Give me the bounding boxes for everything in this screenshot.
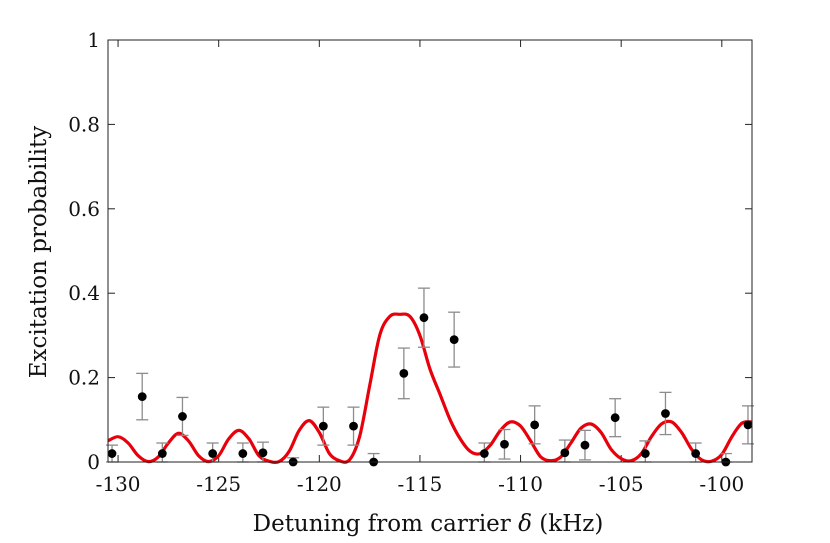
data-point — [258, 448, 268, 458]
y-tick-label: 1 — [87, 28, 100, 52]
plot-frame — [107, 39, 753, 463]
data-point — [530, 420, 540, 430]
data-point — [691, 449, 701, 458]
data-point — [238, 449, 248, 458]
data-point — [479, 449, 489, 458]
x-tick-label: -125 — [196, 472, 241, 496]
data-point — [743, 420, 753, 430]
y-tick-label: 0.2 — [68, 366, 100, 390]
data-point — [208, 449, 218, 458]
data-point — [318, 421, 328, 431]
data-point — [610, 413, 620, 423]
fit-curve-line — [107, 312, 753, 465]
x-ticks: -130 -125 -120 -115 -110 -105 -100 — [96, 40, 744, 496]
data-point — [157, 449, 167, 458]
data-point — [580, 440, 590, 450]
data-point — [178, 412, 187, 421]
y-tick-label: 0.8 — [68, 112, 100, 136]
data-point — [399, 368, 409, 378]
x-tick-label: -115 — [397, 472, 442, 496]
data-point — [500, 439, 509, 449]
y-ticks: 0 0.2 0.4 0.6 0.8 1 — [68, 28, 752, 474]
data-point — [640, 449, 650, 458]
data-point — [449, 335, 459, 345]
data-points — [107, 313, 753, 467]
data-point — [137, 392, 147, 401]
x-tick-label: -120 — [297, 472, 342, 496]
x-tick-label: -110 — [498, 472, 543, 496]
data-point — [107, 449, 117, 458]
y-tick-label: 0.6 — [68, 197, 100, 221]
y-tick-label: 0.4 — [68, 281, 100, 305]
x-tick-label: -100 — [699, 472, 744, 496]
y-tick-label: 0 — [87, 450, 100, 474]
x-tick-label: -130 — [96, 472, 141, 496]
data-point — [419, 313, 429, 323]
data-point — [661, 409, 670, 418]
x-tick-label: -105 — [599, 472, 644, 496]
error-bars — [106, 287, 754, 463]
fit-curve-group — [107, 312, 753, 465]
x-axis-title: Detuning from carrier δ (kHz) — [253, 511, 604, 537]
data-point — [560, 448, 570, 458]
y-axis-title: Excitation probability — [26, 126, 52, 379]
data-point — [349, 421, 358, 431]
